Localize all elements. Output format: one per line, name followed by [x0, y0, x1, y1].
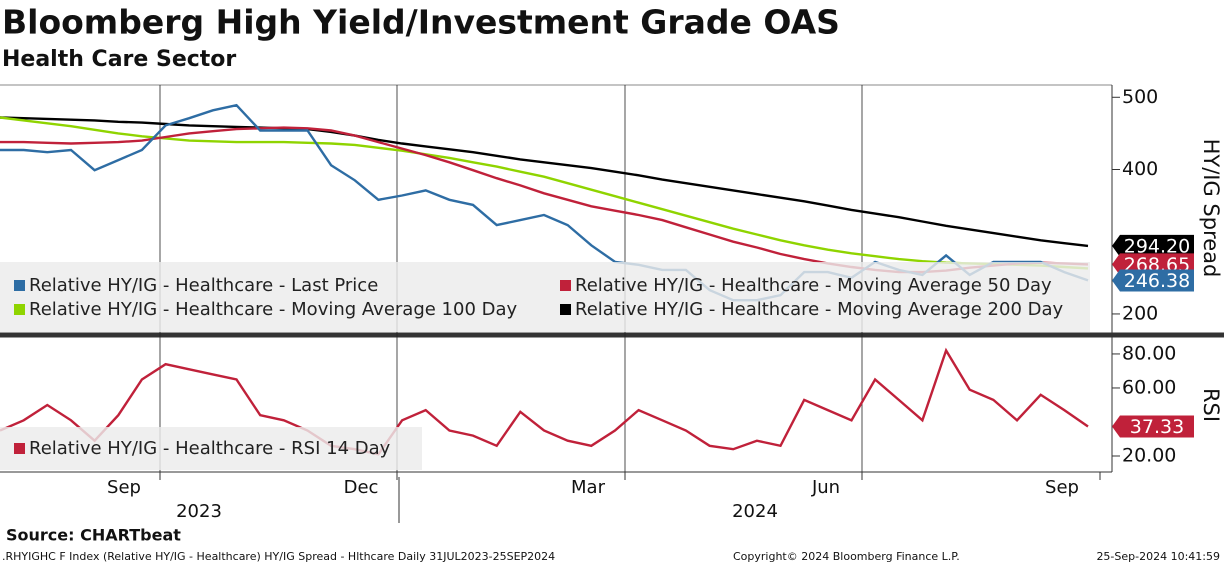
- footer-left: .RHYIGHC F Index (Relative HY/IG - Healt…: [2, 550, 555, 563]
- legend-swatch: [14, 280, 25, 291]
- year-label: 2023: [176, 501, 222, 522]
- x-tick-label: Sep: [107, 477, 141, 498]
- legend-box: [0, 262, 1090, 332]
- footer-right: 25-Sep-2024 10:41:59: [1096, 550, 1220, 563]
- series-line: [0, 347, 1089, 456]
- legend-swatch: [14, 443, 25, 454]
- y-axis-title: HY/IG Spread: [1199, 139, 1223, 278]
- legend-swatch: [560, 280, 571, 291]
- legend-box: [0, 427, 422, 470]
- legend-label: Relative HY/IG - Healthcare - Moving Ave…: [575, 299, 1064, 320]
- end-label: 37.33: [1130, 416, 1184, 438]
- end-label-box: [1112, 415, 1194, 438]
- legend-label: Relative HY/IG - Healthcare - Moving Ave…: [575, 275, 1052, 296]
- y-tick-label: 400: [1122, 158, 1158, 180]
- legend-label: Relative HY/IG - Healthcare - Last Price: [29, 275, 378, 296]
- x-tick-label: Jun: [811, 477, 840, 498]
- x-tick-label: Mar: [571, 477, 606, 498]
- end-label-box: [1112, 269, 1194, 292]
- series-line: [0, 116, 1089, 270]
- year-label: 2024: [732, 501, 778, 522]
- y-tick-label: 80.00: [1122, 342, 1176, 364]
- footer-center: Copyright© 2024 Bloomberg Finance L.P.: [733, 550, 960, 563]
- source: Source: CHARTbeat: [6, 526, 181, 545]
- chart-title: Bloomberg High Yield/Investment Grade OA…: [2, 3, 840, 42]
- series-line: [0, 116, 1089, 248]
- y-tick-label: 500: [1122, 86, 1158, 108]
- x-tick-label: Sep: [1045, 477, 1079, 498]
- x-tick-label: Dec: [344, 477, 379, 498]
- legend-swatch: [560, 304, 571, 315]
- chart-subtitle: Health Care Sector: [2, 47, 236, 72]
- legend-label: Relative HY/IG - Healthcare - RSI 14 Day: [29, 438, 391, 459]
- end-label-box: [1112, 234, 1194, 257]
- end-label: 294.20: [1124, 235, 1190, 257]
- end-label: 246.38: [1124, 270, 1190, 292]
- y-axis-title: RSI: [1199, 388, 1223, 422]
- legend-swatch: [14, 304, 25, 315]
- y-tick-label: 20.00: [1122, 445, 1176, 467]
- y-tick-label: 60.00: [1122, 376, 1176, 398]
- series-line: [0, 126, 1089, 274]
- legend-label: Relative HY/IG - Healthcare - Moving Ave…: [29, 299, 518, 320]
- y-tick-label: 200: [1122, 302, 1158, 324]
